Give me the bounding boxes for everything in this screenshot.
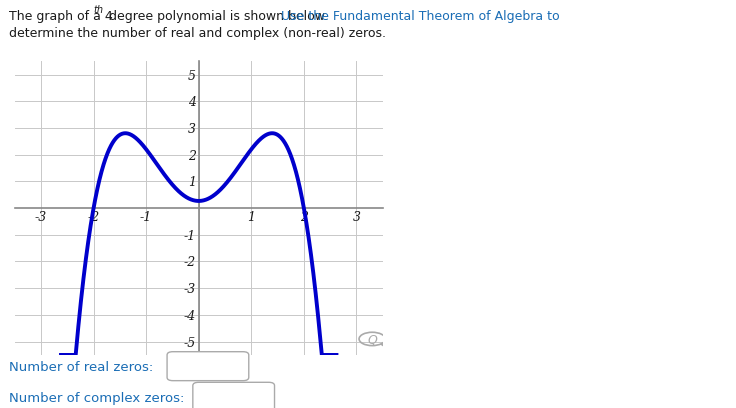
Text: degree polynomial is shown below.: degree polynomial is shown below.: [105, 10, 332, 23]
Text: th: th: [93, 5, 104, 16]
Text: Number of complex zeros:: Number of complex zeros:: [9, 392, 184, 405]
Text: Use the Fundamental Theorem of Algebra to: Use the Fundamental Theorem of Algebra t…: [281, 10, 560, 23]
Text: determine the number of real and complex (non-real) zeros.: determine the number of real and complex…: [9, 27, 386, 40]
Text: Number of real zeros:: Number of real zeros:: [9, 361, 153, 374]
Text: Q: Q: [367, 334, 377, 347]
Text: The graph of a 4: The graph of a 4: [9, 10, 113, 23]
